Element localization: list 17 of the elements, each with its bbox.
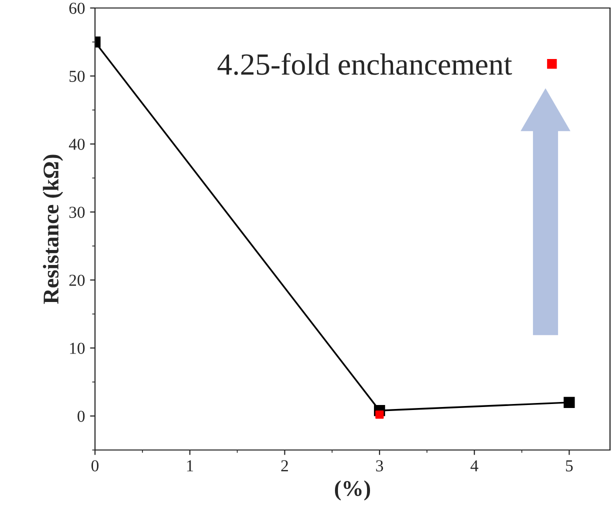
point [375,410,384,419]
x-axis-title: (%) [334,480,370,501]
y-tick-label: 30 [69,206,85,218]
x-tick-label: 2 [281,460,288,472]
x-tick-label: 3 [376,460,384,472]
x-tick-label: 5 [566,460,573,472]
y-tick-label: 40 [68,138,85,150]
legend-label: 4.25-fold enchancement [218,53,512,76]
x-tick-label: 4 [470,460,478,472]
y-axis-title: Resistance (kΩ) [42,154,64,304]
y-tick-label: 0 [78,410,85,422]
y-tick-label: 50 [70,70,85,82]
x-tick-label: 0 [91,460,99,472]
x-tick-label: 1 [187,460,194,472]
y-tick-label: 20 [69,274,85,286]
y-tick-label: 60 [69,2,85,14]
y-tick-label: 10 [70,342,85,354]
